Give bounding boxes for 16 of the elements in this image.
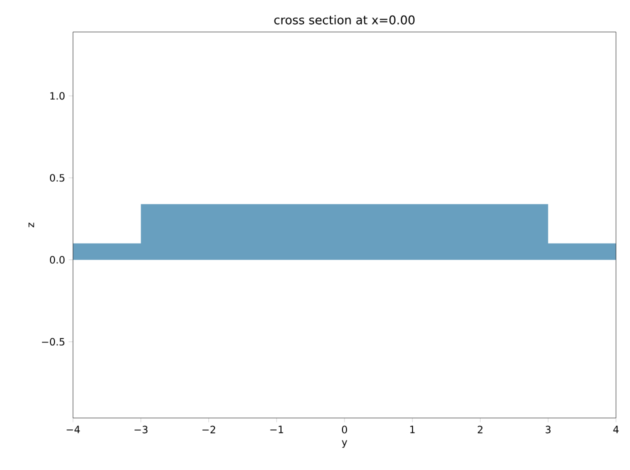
y-tick-label: −0.5 (42, 338, 64, 346)
y-tick-label: 0.5 (50, 174, 64, 182)
y-tick-label: 0.0 (50, 256, 65, 264)
x-tick-label: −2 (202, 426, 216, 434)
x-tick-label: 1 (410, 426, 415, 434)
x-tick-label: 4 (613, 426, 619, 434)
x-tick-label: 3 (546, 426, 551, 434)
x-tick-label: −3 (134, 426, 148, 434)
x-tick-label: 0 (342, 426, 348, 434)
chart-title: cross section at x=0.00 (274, 15, 415, 24)
y-axis-title: z (28, 222, 34, 228)
x-axis-title: y (342, 440, 348, 448)
x-tick-label: 2 (478, 426, 482, 434)
x-tick-label: −1 (270, 426, 284, 434)
y-tick-label: 1.0 (50, 92, 65, 100)
x-tick-label: −4 (66, 426, 80, 434)
